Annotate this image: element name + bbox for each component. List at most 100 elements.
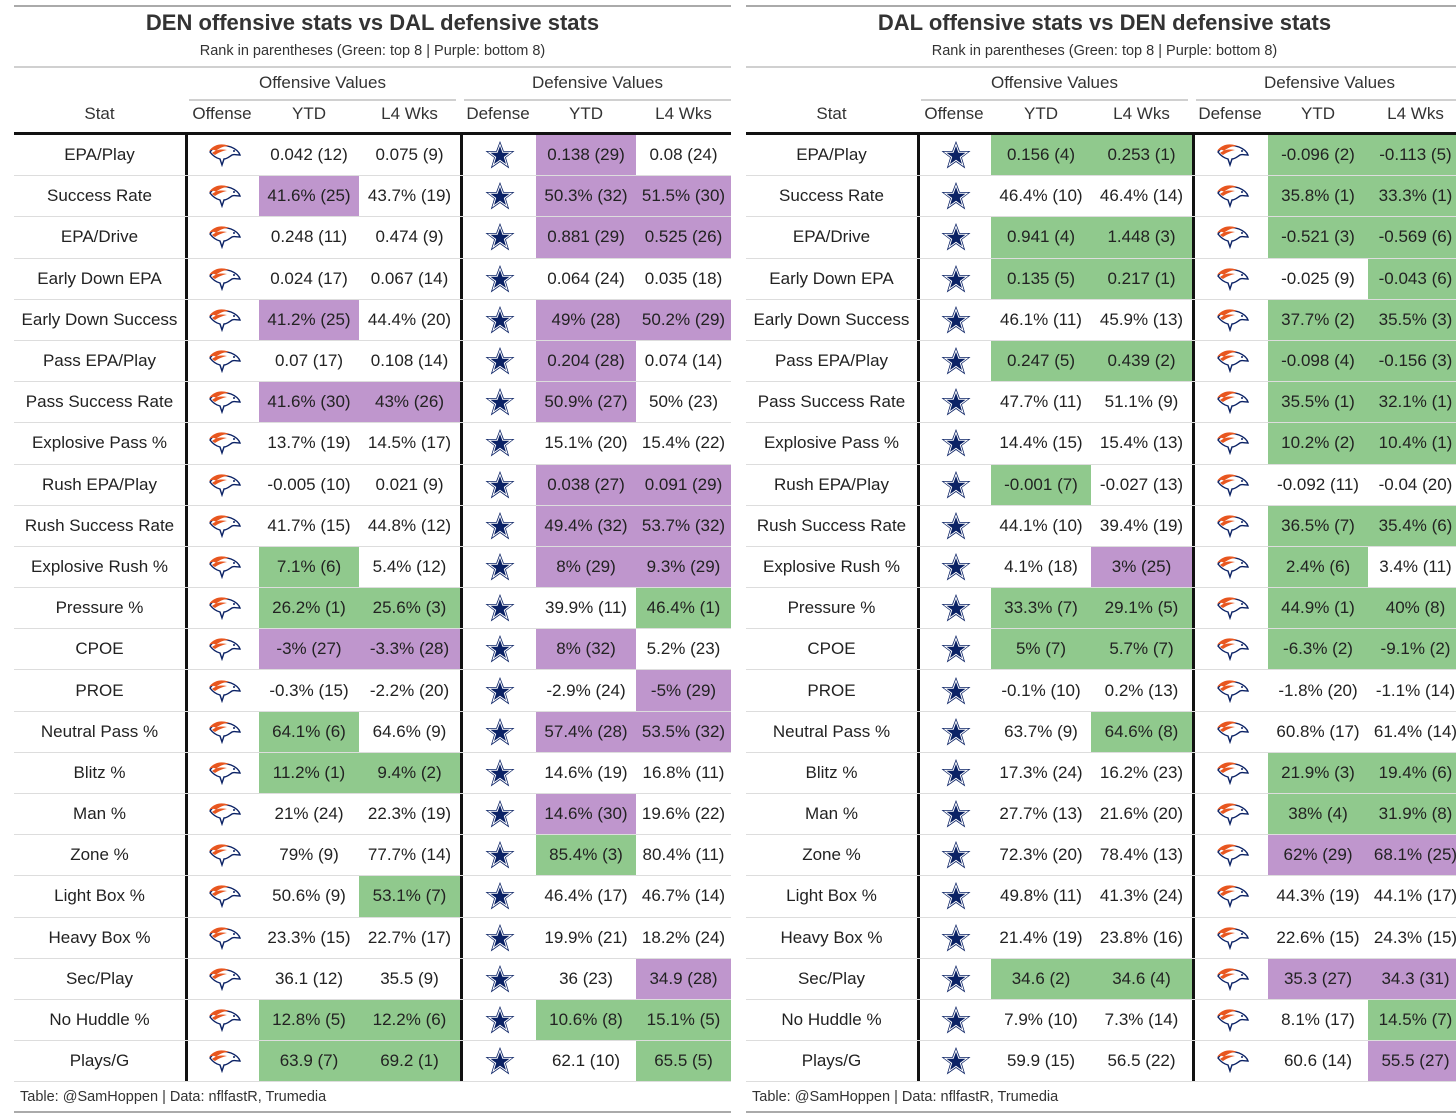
stat-name: Pressure %: [787, 598, 876, 618]
defense-value-cell: -0.025 (9): [1281, 268, 1355, 288]
defense-value-cell: -6.3% (2): [1268, 629, 1368, 670]
defense-value-cell: 0.064 (24): [547, 268, 625, 288]
offense-value-cell: 43% (26): [359, 382, 460, 423]
offense-team-icon: [917, 217, 991, 258]
defense-value-cell: -0.569 (6): [1368, 217, 1456, 258]
defense-team-icon: [460, 588, 536, 629]
defense-value-cell: 53.7% (32): [636, 505, 731, 546]
defense-value-cell: 19.9% (21): [544, 927, 628, 947]
column-header-defense-ytd[interactable]: YTD: [569, 104, 603, 123]
offense-team-icon: [917, 1041, 991, 1082]
defense-value-cell: 39.9% (11): [545, 598, 627, 618]
offense-team-icon: [917, 464, 991, 505]
defense-team-icon: [1192, 135, 1268, 176]
broncos-logo-icon: [208, 638, 241, 662]
cowboys-star-icon: [485, 141, 514, 169]
defense-value-cell: 53.5% (32): [636, 711, 731, 752]
stat-name: Rush EPA/Play: [42, 474, 157, 494]
table-row: Pass EPA/Play 0.07 (17) 0.108 (14) 0.204 (2…: [14, 340, 731, 383]
defense-value-cell: 19.6% (22): [641, 804, 726, 824]
stat-name: Early Down Success: [753, 309, 910, 329]
offense-value-cell: -0.001 (7): [991, 464, 1091, 505]
column-header-defense-l4[interactable]: L4 Wks: [655, 104, 712, 123]
header-divider: [14, 132, 731, 135]
stat-name: Early Down Success: [21, 309, 178, 329]
defense-team-icon: [460, 999, 536, 1041]
table-row: Success Rate 41.6% (25) 43.7% (19) 50.3% (3…: [14, 176, 731, 218]
column-header-offense-l4[interactable]: L4 Wks: [1113, 104, 1170, 123]
offense-value-cell: 13.7% (19): [267, 433, 351, 453]
offense-team-icon: [185, 546, 259, 588]
offense-value-cell: -0.027 (13): [1099, 474, 1184, 494]
cowboys-star-icon: [485, 923, 514, 952]
broncos-logo-icon: [1216, 1050, 1249, 1074]
table-source-footer: Table: @SamHoppen | Data: nflfastR, Trum…: [752, 1089, 1059, 1105]
cowboys-star-icon: [485, 552, 514, 581]
stat-name: Blitz %: [805, 762, 858, 782]
defense-team-icon: [460, 629, 536, 670]
stat-name: EPA/Play: [64, 145, 135, 165]
defense-value-cell: 46.7% (14): [641, 886, 726, 906]
column-header-offense-ytd[interactable]: YTD: [292, 104, 326, 123]
column-header-defense-l4[interactable]: L4 Wks: [1387, 104, 1444, 123]
defense-value-cell: 32.1% (1): [1368, 382, 1456, 423]
defense-value-cell: 65.5 (5): [636, 1041, 731, 1082]
defense-value-cell: 5.2% (23): [646, 639, 721, 659]
offense-value-cell: 5.7% (7): [1091, 629, 1192, 670]
defense-value-cell: 31.9% (8): [1368, 794, 1456, 835]
defense-value-cell: -0.092 (11): [1277, 474, 1359, 494]
column-header-defense[interactable]: Defense: [1198, 104, 1262, 123]
column-header-offense[interactable]: Offense: [924, 104, 984, 123]
table-row: PROE -0.1% (10) 0.2% (13) -1.8% (20) -1.1% (…: [746, 670, 1456, 712]
defense-value-cell: 8% (29): [536, 546, 636, 588]
defense-team-icon: [1192, 1041, 1268, 1082]
column-header-defense[interactable]: Defense: [466, 104, 530, 123]
stat-name: Explosive Pass %: [31, 433, 168, 453]
cowboys-star-icon: [941, 800, 970, 828]
bottom-rule: [746, 1111, 1456, 1113]
offense-value-cell: 1.448 (3): [1091, 217, 1192, 258]
defense-value-cell: 2.4% (6): [1268, 546, 1368, 588]
cowboys-star-icon: [485, 1006, 514, 1034]
defense-value-cell: 15.1% (5): [636, 999, 731, 1041]
column-header-stat[interactable]: Stat: [84, 104, 115, 123]
cowboys-star-icon: [941, 882, 970, 910]
offense-value-cell: 44.8% (12): [367, 515, 452, 535]
defense-team-icon: [460, 876, 536, 917]
column-header-offense[interactable]: Offense: [192, 104, 252, 123]
defense-value-cell: 3.4% (11): [1379, 556, 1452, 576]
offense-team-icon: [185, 217, 259, 258]
defense-team-icon: [1192, 958, 1268, 999]
column-header-offense-l4[interactable]: L4 Wks: [381, 104, 438, 123]
cowboys-star-icon: [941, 1047, 970, 1075]
defense-team-icon: [460, 176, 536, 217]
offense-team-icon: [185, 299, 259, 340]
defense-value-cell: -0.113 (5): [1368, 135, 1456, 176]
stat-name: No Huddle %: [49, 1010, 150, 1030]
offense-value-cell: 4.1% (18): [1004, 556, 1078, 576]
defense-team-icon: [1192, 876, 1268, 917]
column-header-stat[interactable]: Stat: [816, 104, 847, 123]
column-header-defense-ytd[interactable]: YTD: [1301, 104, 1335, 123]
defense-value-cell: 35.5% (3): [1368, 299, 1456, 340]
stat-name: Heavy Box %: [780, 927, 883, 947]
stat-name: Explosive Rush %: [762, 556, 900, 576]
offense-value-cell: 77.7% (14): [367, 845, 452, 865]
column-header-offense-ytd[interactable]: YTD: [1024, 104, 1058, 123]
offense-team-icon: [185, 505, 259, 546]
cowboys-star-icon: [485, 964, 514, 993]
offense-value-cell: 16.2% (23): [1099, 762, 1184, 782]
defense-value-cell: -9.1% (2): [1368, 629, 1456, 670]
offense-team-icon: [917, 958, 991, 999]
broncos-logo-icon: [208, 721, 241, 744]
stat-name: Neutral Pass %: [40, 721, 159, 741]
defense-value-cell: 46.4% (17): [544, 886, 628, 906]
broncos-logo-icon: [1216, 968, 1249, 991]
offense-value-cell: 53.1% (7): [359, 876, 460, 917]
stat-name: Success Rate: [47, 186, 152, 206]
broncos-logo-icon: [1216, 144, 1249, 168]
defense-value-cell: -0.096 (2): [1268, 135, 1368, 176]
top-rule: [14, 5, 731, 7]
broncos-logo-icon: [1216, 268, 1249, 291]
offense-value-cell: 5% (7): [991, 629, 1091, 670]
